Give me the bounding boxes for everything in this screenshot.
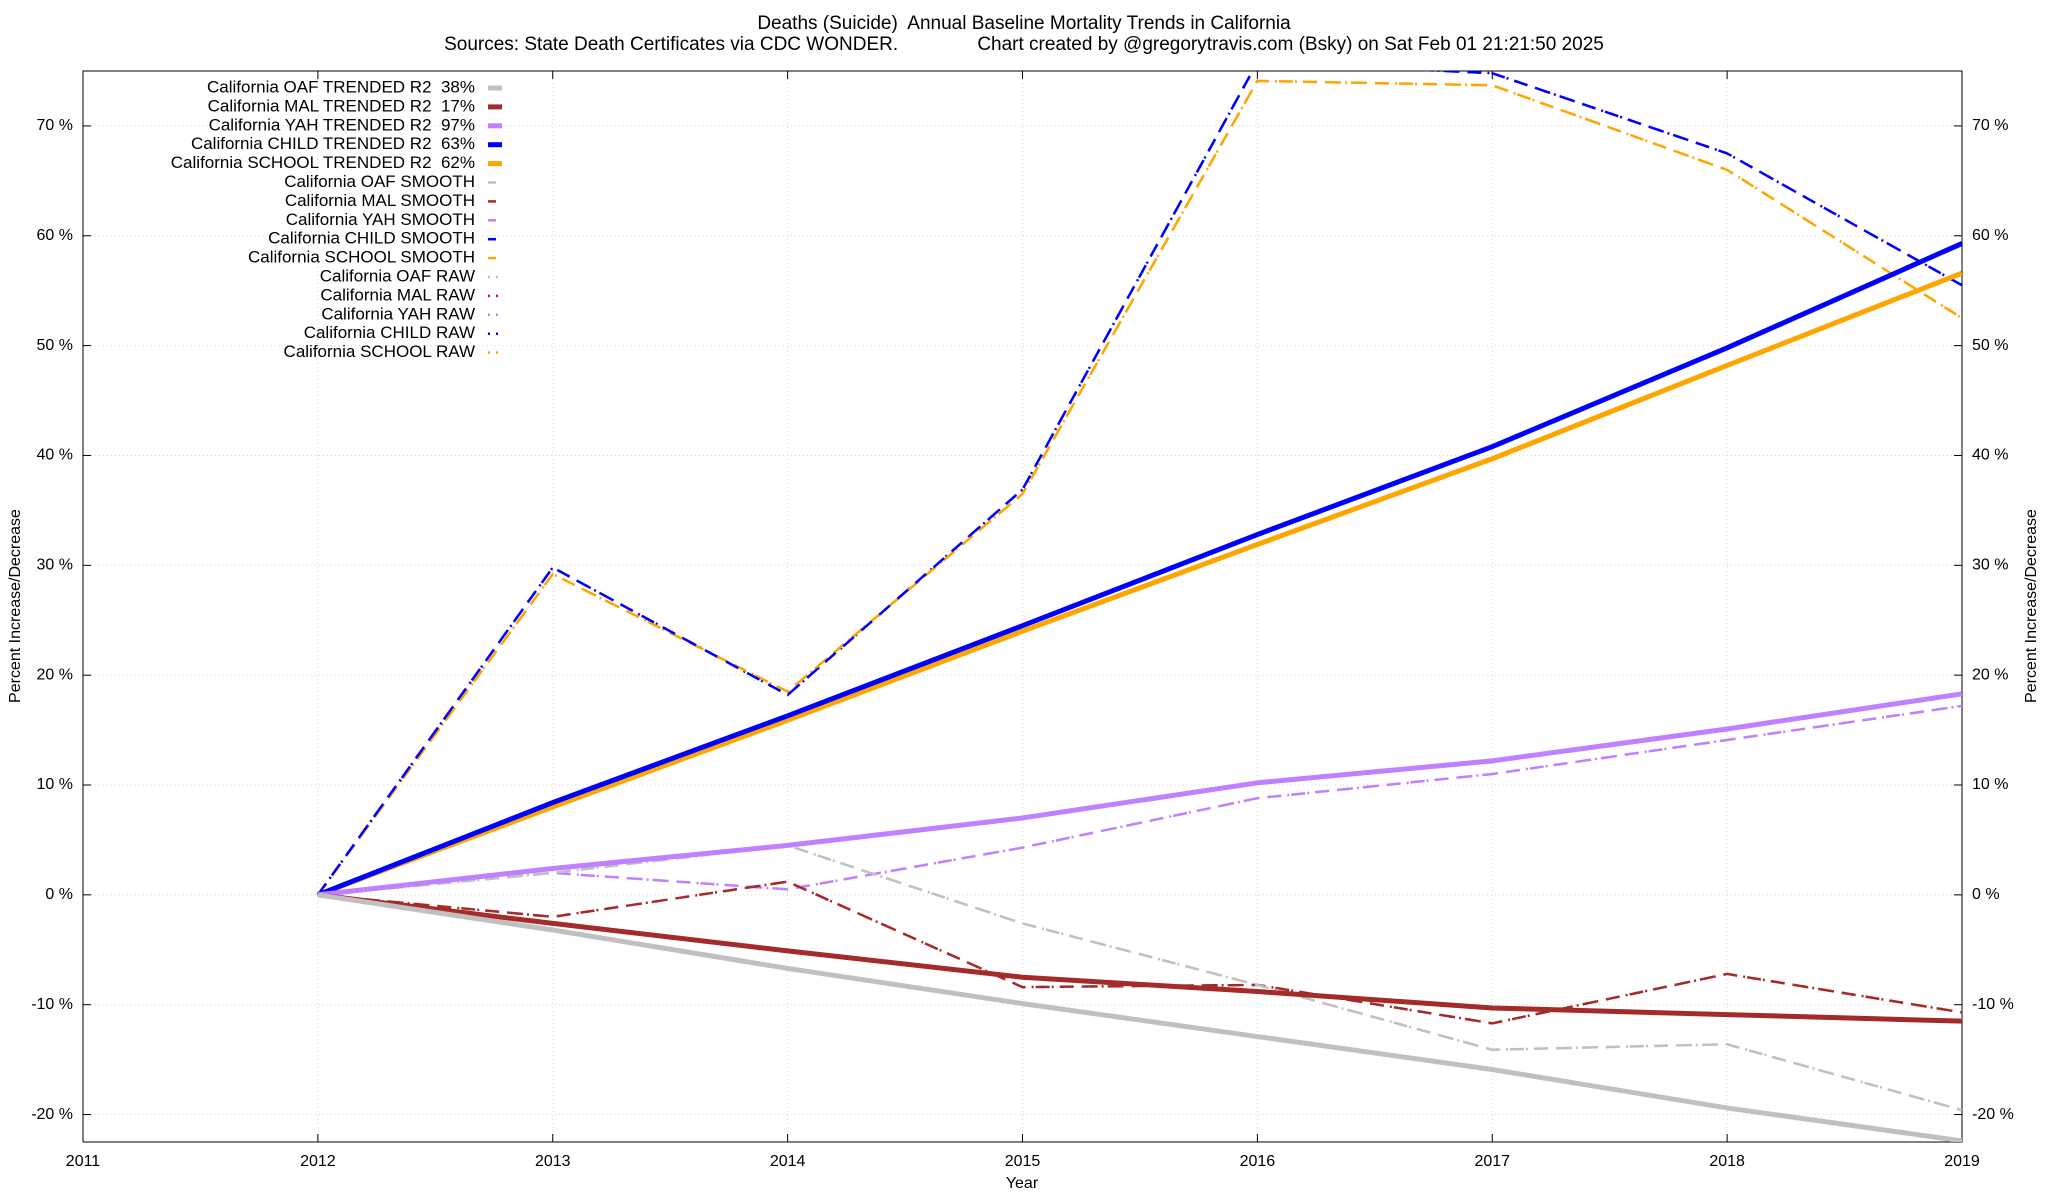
legend-label: California MAL TRENDED R2 17% [208,96,475,115]
x-tick-label: 2014 [770,1153,806,1170]
legend-label: California SCHOOL RAW [284,342,475,361]
y-tick-label: 40 % [37,447,73,464]
legend-label: California YAH SMOOTH [286,210,475,229]
series-line [316,79,1962,896]
y2-tick-label: 10 % [1972,776,2008,793]
chart-title: Deaths (Suicide) Annual Baseline Mortali… [757,13,1291,34]
legend-label: California CHILD RAW [304,323,475,342]
y2-tick-label: 20 % [1972,666,2008,683]
plot-frame [82,70,1963,1143]
y2-axis-label: Percent Increase/Decrease [2023,509,2040,703]
y-tick-label: 20 % [37,666,73,683]
y-tick-label: 60 % [37,227,73,244]
y2-tick-label: -10 % [1972,996,2014,1013]
y2-tick-label: 70 % [1972,117,2008,134]
y-tick-label: 70 % [37,117,73,134]
legend-label: California MAL SMOOTH [285,191,475,210]
series-line [317,892,1962,1024]
legend-label: California CHILD SMOOTH [268,229,475,248]
series-line [317,844,1962,1112]
y-tick-label: 10 % [37,776,73,793]
series-line [317,892,1962,1142]
y-axis-label: Percent Increase/Decrease [7,509,24,703]
series-line [317,880,1962,1025]
legend-label: California YAH TRENDED R2 97% [209,115,475,134]
legend-label: California OAF SMOOTH [284,172,475,191]
x-tick-label: 2013 [535,1153,571,1170]
y-tick-label: 0 % [45,886,73,903]
x-tick-label: 2017 [1474,1153,1510,1170]
y2-tick-label: 50 % [1972,337,2008,354]
series-line [317,704,1962,897]
legend-label: California YAH RAW [321,304,475,323]
y2-tick-label: 30 % [1972,557,2008,574]
x-tick-label: 2011 [66,1153,101,1170]
x-tick-label: 2019 [1944,1153,1980,1170]
chart-subtitle: Sources: State Death Certificates via CD… [444,34,1604,55]
x-axis-label: Year [1006,1175,1039,1192]
legend-label: California CHILD TRENDED R2 63% [191,134,475,153]
y2-tick-label: 0 % [1972,886,2000,903]
legend-label: California SCHOOL TRENDED R2 62% [171,153,475,172]
x-tick-label: 2018 [1709,1153,1745,1170]
x-tick-label: 2015 [1005,1153,1041,1170]
series-line [316,270,1962,898]
y-tick-label: 50 % [37,337,73,354]
y-tick-label: -10 % [31,996,73,1013]
series-line [317,880,1962,1025]
legend-label: California OAF TRENDED R2 38% [207,77,475,96]
x-tick-label: 2016 [1240,1153,1276,1170]
legend-label: California OAF RAW [320,266,475,285]
series-line [317,691,1962,898]
series-line [317,844,1962,1112]
plot-area [316,71,1962,1142]
y2-tick-label: 60 % [1972,227,2008,244]
series-line [316,79,1962,896]
y-tick-label: 30 % [37,557,73,574]
series-line [316,241,1962,898]
y2-tick-label: 40 % [1972,447,2008,464]
legend-label: California SCHOOL SMOOTH [248,248,475,267]
legend-label: California MAL RAW [320,285,475,304]
y-tick-label: -20 % [31,1106,73,1123]
series-line [316,71,1962,896]
series-line [316,71,1962,896]
y2-tick-label: -20 % [1972,1106,2014,1123]
x-tick-label: 2012 [300,1153,336,1170]
